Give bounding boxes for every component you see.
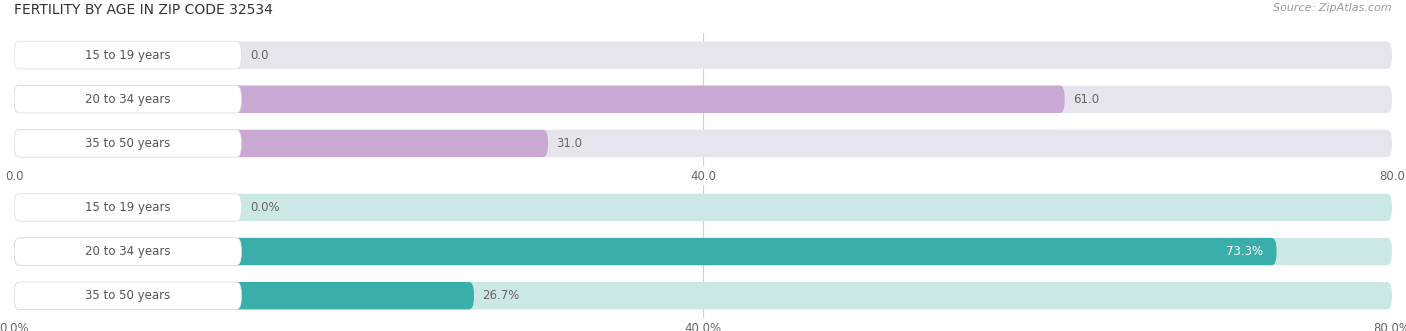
FancyBboxPatch shape: [14, 282, 1392, 309]
FancyBboxPatch shape: [14, 238, 1392, 265]
FancyBboxPatch shape: [14, 41, 242, 69]
FancyBboxPatch shape: [14, 86, 1392, 113]
Text: 73.3%: 73.3%: [1226, 245, 1263, 258]
Text: 20 to 34 years: 20 to 34 years: [84, 245, 170, 258]
Text: Source: ZipAtlas.com: Source: ZipAtlas.com: [1274, 3, 1392, 13]
FancyBboxPatch shape: [14, 86, 242, 113]
FancyBboxPatch shape: [14, 194, 242, 221]
FancyBboxPatch shape: [14, 130, 548, 157]
Text: 61.0: 61.0: [1073, 93, 1099, 106]
Text: 0.0%: 0.0%: [250, 201, 280, 214]
FancyBboxPatch shape: [14, 86, 1064, 113]
FancyBboxPatch shape: [14, 41, 1392, 69]
Text: FERTILITY BY AGE IN ZIP CODE 32534: FERTILITY BY AGE IN ZIP CODE 32534: [14, 3, 273, 17]
Text: 20 to 34 years: 20 to 34 years: [84, 93, 170, 106]
Text: 15 to 19 years: 15 to 19 years: [84, 201, 170, 214]
FancyBboxPatch shape: [14, 194, 1392, 221]
Text: 35 to 50 years: 35 to 50 years: [86, 137, 170, 150]
FancyBboxPatch shape: [14, 238, 1277, 265]
FancyBboxPatch shape: [14, 282, 474, 309]
FancyBboxPatch shape: [14, 130, 242, 157]
Text: 26.7%: 26.7%: [482, 289, 520, 302]
FancyBboxPatch shape: [14, 130, 1392, 157]
FancyBboxPatch shape: [14, 238, 242, 265]
Text: 31.0: 31.0: [557, 137, 582, 150]
Text: 0.0: 0.0: [250, 49, 269, 62]
FancyBboxPatch shape: [14, 282, 242, 309]
Text: 15 to 19 years: 15 to 19 years: [84, 49, 170, 62]
Text: 35 to 50 years: 35 to 50 years: [86, 289, 170, 302]
